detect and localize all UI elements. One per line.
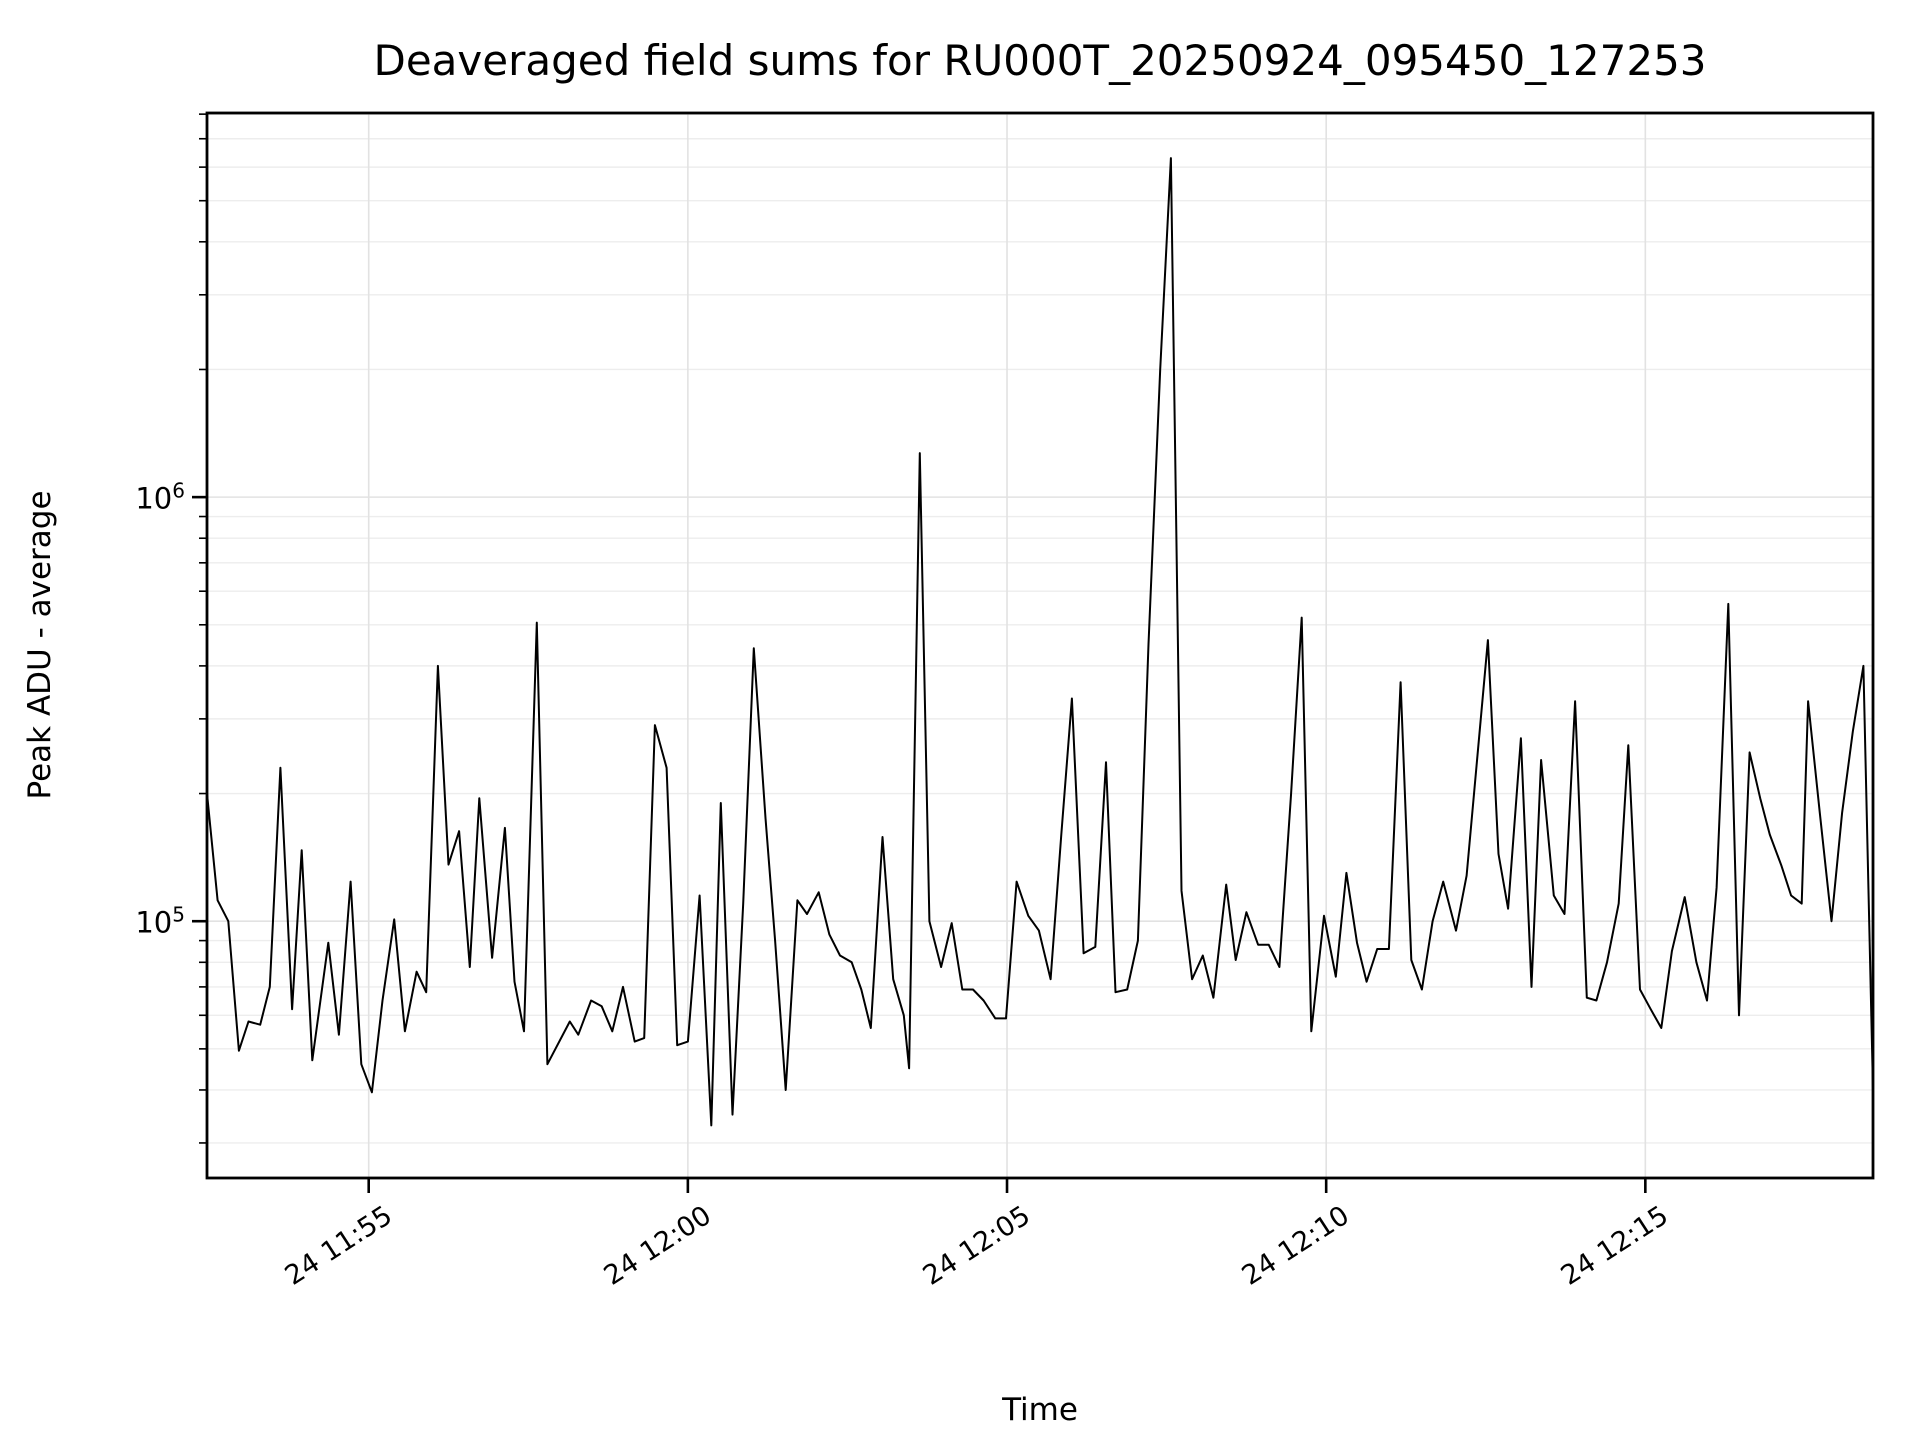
chart-title: Deaveraged field sums for RU000T_2025092… [373, 36, 1707, 85]
y-tick-label-1e6: 106 [135, 478, 185, 516]
minor-gridlines [207, 113, 1873, 1144]
axis-ticks [192, 113, 1647, 1193]
major-gridlines [207, 113, 1873, 1178]
x-axis-label: Time [1002, 1392, 1078, 1428]
y-axis-label: Peak ADU - average [22, 490, 58, 800]
y-tick-label-1e5: 105 [135, 902, 185, 940]
data-line-series [206, 157, 1874, 1127]
axes-spines [205, 111, 1875, 1180]
